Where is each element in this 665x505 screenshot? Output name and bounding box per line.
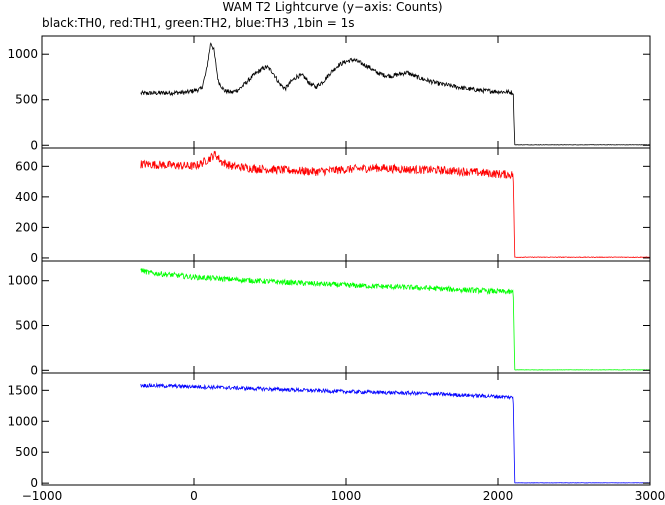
th1-y-tick-label: 0 — [30, 251, 38, 265]
x-tick-label: 1000 — [331, 489, 362, 503]
x-tick-label: 0 — [190, 489, 198, 503]
th1-panel-frame — [41, 147, 651, 262]
th0-y-tick-label: 500 — [15, 93, 38, 107]
x-tick-label: 3000 — [635, 489, 665, 503]
th2-panel-frame — [41, 260, 651, 374]
th0-panel-frame — [41, 35, 651, 149]
th3-panel-frame — [41, 372, 651, 486]
chart-subtitle: black:TH0, red:TH1, green:TH2, blue:TH3 … — [42, 16, 355, 30]
th3-y-tick-label: 1000 — [7, 414, 38, 428]
th2-y-tick-label: 0 — [30, 363, 38, 377]
x-tick-label: −1000 — [22, 489, 63, 503]
x-tick-label: 2000 — [483, 489, 514, 503]
chart-title: WAM T2 Lightcurve (y−axis: Counts) — [222, 0, 443, 14]
th3-y-tick-label: 0 — [30, 476, 38, 490]
th2-y-tick-label: 500 — [15, 319, 38, 333]
th0-y-tick-label: 0 — [30, 138, 38, 152]
th0-y-tick-label: 1000 — [7, 47, 38, 61]
th0-series-line — [140, 42, 650, 146]
th3-y-tick-label: 1500 — [7, 383, 38, 397]
th2-y-tick-label: 1000 — [7, 274, 38, 288]
th1-y-tick-label: 400 — [15, 190, 38, 204]
th3-y-tick-label: 500 — [15, 445, 38, 459]
th1-y-tick-label: 200 — [15, 220, 38, 234]
th2-series-line — [140, 268, 650, 371]
th1-y-tick-label: 600 — [15, 159, 38, 173]
th1-series-line — [140, 150, 651, 259]
th3-series-line — [140, 382, 650, 484]
